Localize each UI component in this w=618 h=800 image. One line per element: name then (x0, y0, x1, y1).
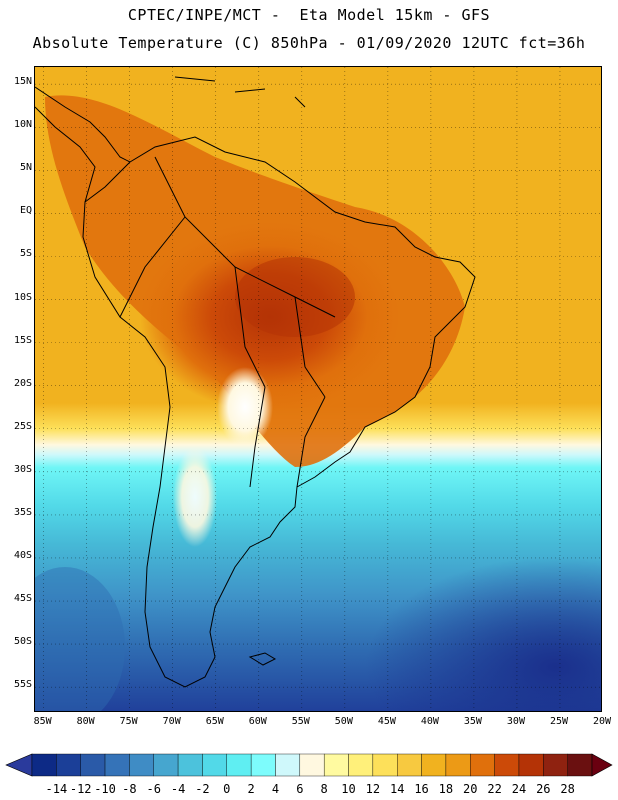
lat-tick-label: 40S (13, 549, 32, 561)
colorbar-tick-label: -4 (170, 782, 186, 796)
colorbar-swatch (348, 753, 374, 777)
country-borders (119, 156, 336, 488)
map-title: CPTEC/INPE/MCT - Eta Model 15km - GFS (127, 6, 491, 24)
lon-tick-label: 60W (248, 716, 267, 727)
colorbar-tick-label: 12 (365, 782, 381, 796)
colorbar-tick-label: 16 (414, 782, 429, 796)
lat-tick-label: 25S (13, 420, 32, 432)
colorbar-swatch (323, 753, 349, 777)
colorbar-tick-label: -14 (45, 782, 68, 796)
lat-tick-label: 55S (13, 679, 32, 691)
lat-tick-label: 35S (13, 506, 32, 518)
colorbar-tick-label: -12 (69, 782, 92, 796)
colorbar (5, 753, 613, 777)
cold-southeast-ocean (365, 557, 601, 711)
colorbar-tick-label: 26 (536, 782, 551, 796)
colorbar-swatch (445, 753, 471, 777)
colorbar-swatch (153, 753, 179, 777)
colorbar-swatch (202, 753, 227, 777)
colorbar-tick-label: 14 (389, 782, 405, 796)
lat-tick-label: 30S (13, 463, 32, 475)
colorbar-under-arrow (5, 753, 33, 777)
lon-tick-label: 40W (420, 716, 439, 727)
lon-tick-label: 20W (592, 716, 612, 727)
colorbar-swatch (104, 753, 130, 777)
lat-tick-label: 15N (13, 76, 32, 88)
colorbar-swatch (421, 753, 447, 777)
lon-tick-label: 30W (506, 716, 525, 727)
temperature-field-map (35, 67, 601, 711)
colorbar-swatch (80, 753, 106, 777)
colorbar-tick-label: 6 (296, 782, 304, 796)
lat-tick-label: 5N (19, 162, 32, 174)
caribbean-islands (174, 76, 306, 108)
cool-andes-tongue (173, 447, 217, 547)
colorbar-tick-label: -2 (195, 782, 210, 796)
cold-southwest-ocean (35, 567, 125, 711)
lon-tick-label: 65W (205, 716, 224, 727)
map-subtitle: Absolute Temperature (C) 850hPa - 01/09/… (32, 34, 586, 52)
lat-tick-label: 50S (13, 636, 32, 648)
central-america-coastline (35, 86, 131, 163)
colorbar-tick-label: -10 (94, 782, 116, 796)
lon-tick-label: 85W (33, 716, 52, 727)
colorbar-swatch (518, 753, 544, 777)
colorbar-swatch (470, 753, 495, 777)
colorbar-swatch (397, 753, 422, 777)
lat-tick-label: EQ (19, 205, 32, 217)
colorbar-swatch (129, 753, 154, 777)
map-panel (34, 66, 602, 712)
lon-tick-label: 50W (334, 716, 353, 727)
colorbar-tick-label: 2 (247, 782, 255, 796)
colorbar-swatch (543, 753, 568, 777)
lat-tick-label: 5S (19, 248, 32, 260)
lon-tick-label: 45W (377, 716, 396, 727)
colorbar-tick-label: 24 (511, 782, 527, 796)
colorbar-swatch (226, 753, 252, 777)
colorbar-swatch (494, 753, 520, 777)
colorbar-tick-label: 4 (271, 782, 280, 796)
lon-tick-label: 25W (549, 716, 568, 727)
lon-tick-label: 75W (119, 716, 138, 727)
lat-tick-label: 10N (13, 119, 32, 131)
lon-tick-label: 55W (291, 716, 310, 727)
colorbar-tick-label: 18 (438, 782, 454, 796)
graticule (35, 67, 601, 711)
colorbar-tick-label: -8 (122, 782, 137, 796)
lat-tick-label: 20S (13, 377, 32, 389)
lon-tick-label: 35W (463, 716, 482, 727)
colorbar-tick-label: 8 (320, 782, 328, 796)
lon-tick-label: 80W (76, 716, 95, 727)
colorbar-swatch (275, 753, 301, 777)
falklands-coastline (248, 652, 277, 666)
lon-tick-label: 70W (162, 716, 181, 727)
colorbar-swatch (56, 753, 81, 777)
colorbar-tick-label: 0 (223, 782, 231, 796)
lat-tick-label: 15S (13, 334, 32, 346)
colorbar-swatch (31, 753, 57, 777)
colorbar-swatch (177, 753, 203, 777)
colorbar-tick-label: 28 (560, 782, 575, 796)
lat-tick-label: 10S (13, 291, 32, 303)
colorbar-swatch (567, 753, 593, 777)
colorbar-swatch (250, 753, 276, 777)
lat-tick-label: 45S (13, 593, 32, 605)
colorbar-swatch (372, 753, 398, 777)
colorbar-tick-label: 20 (463, 782, 478, 796)
colorbar-tick-label: 10 (341, 782, 356, 796)
central-america-coastline-north (35, 106, 96, 203)
cool-andes-patch (217, 367, 273, 447)
colorbar-tick-label: 22 (487, 782, 502, 796)
colorbar-over-arrow (591, 753, 613, 777)
colorbar-tick-label: -6 (146, 782, 161, 796)
colorbar-swatch (299, 753, 325, 777)
